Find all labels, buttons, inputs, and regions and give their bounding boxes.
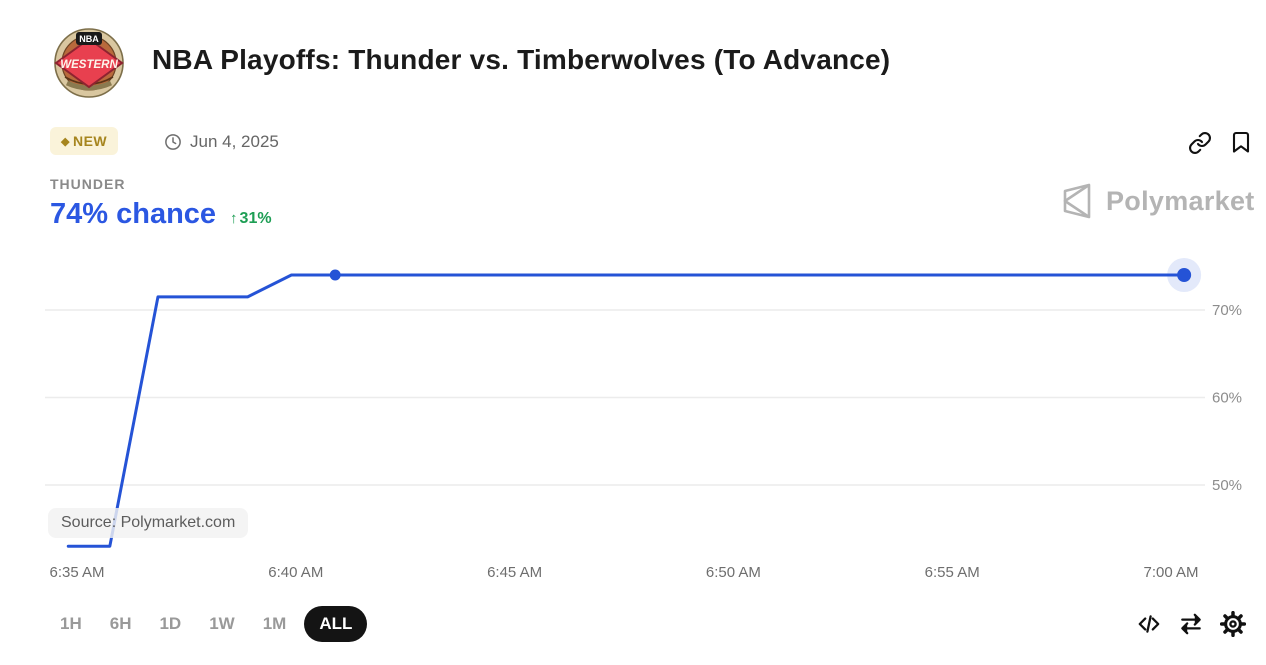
y-axis-label: 70% [1212,302,1242,319]
source-badge: Source: Polymarket.com [48,508,249,538]
polymarket-logo-icon [1063,183,1091,219]
chance-change: ↑ 31% [230,210,272,228]
y-axis-label: 60% [1212,390,1242,407]
up-arrow-icon: ↑ [230,210,238,227]
page-title: NBA Playoffs: Thunder vs. Timberwolves (… [152,44,891,75]
range-button-6h[interactable]: 6H [100,606,142,642]
probability-line [66,273,1186,548]
data-point-marker [329,269,341,281]
embed-code-icon[interactable] [1136,611,1162,637]
range-button-1w[interactable]: 1W [199,606,245,642]
polymarket-watermark-text: Polymarket [1106,185,1255,216]
time-range-selector: 1H 6H 1D 1W 1M ALL [50,606,368,642]
settings-gear-icon[interactable] [1220,611,1246,637]
range-button-1h[interactable]: 1H [50,606,92,642]
polymarket-watermark: Polymarket [1058,182,1255,220]
copy-link-icon[interactable] [1188,131,1212,155]
new-badge-label: NEW [72,133,108,149]
nba-western-conference-logo: WESTERN NBA [54,28,124,98]
svg-text:NBA: NBA [79,34,99,44]
y-axis-label: 50% [1212,477,1242,494]
data-point-marker [1177,268,1192,282]
outcome-label: THUNDER [50,176,126,192]
chance-value: 74% chance [50,198,217,230]
chance-change-value: 31% [239,210,272,227]
bookmark-icon[interactable] [1229,130,1253,154]
event-date: Jun 4, 2025 [190,132,279,151]
compare-swap-icon[interactable] [1178,611,1204,637]
range-button-1m[interactable]: 1M [253,606,297,642]
diamond-icon: ◆ [61,135,70,148]
clock-icon [165,134,181,150]
range-button-all[interactable]: ALL [304,606,368,642]
new-badge: ◆ NEW [50,127,119,155]
chart-tools [1136,611,1246,637]
range-button-1d[interactable]: 1D [149,606,191,642]
svg-text:WESTERN: WESTERN [60,59,118,71]
chance-row: 74% chance ↑ 31% [50,198,272,231]
